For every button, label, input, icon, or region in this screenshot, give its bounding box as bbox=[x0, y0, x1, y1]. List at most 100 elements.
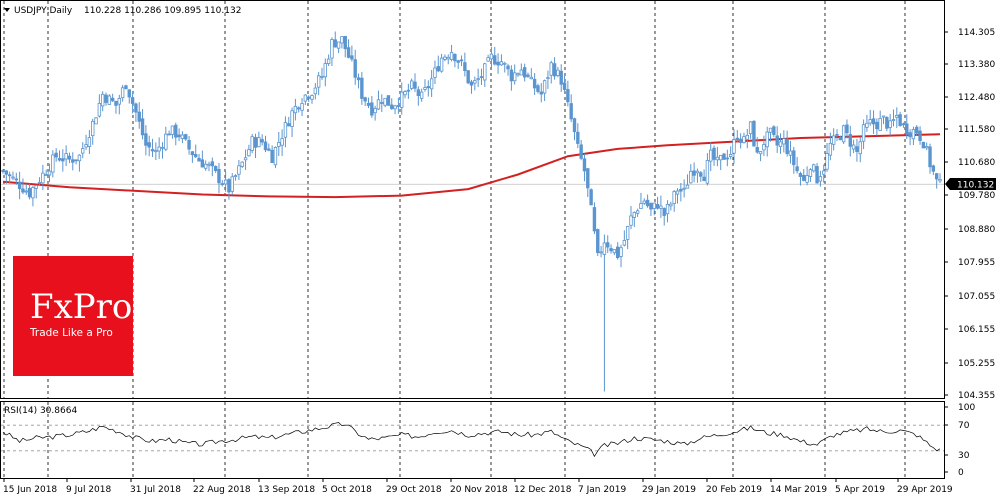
candle-body bbox=[689, 170, 693, 184]
candle-body bbox=[54, 152, 58, 158]
candle-body bbox=[725, 157, 730, 160]
candle-body bbox=[845, 124, 849, 134]
candle-body bbox=[57, 158, 62, 161]
rsi-tick-label: 0 bbox=[958, 468, 964, 478]
candle-body bbox=[200, 159, 205, 168]
candle-body bbox=[885, 117, 889, 129]
candle-body bbox=[7, 174, 12, 177]
time-tick-label: 9 Jul 2018 bbox=[66, 485, 111, 495]
candle-body bbox=[536, 85, 540, 92]
candle-body bbox=[393, 105, 397, 110]
candle-body bbox=[835, 134, 839, 136]
candle-body bbox=[911, 129, 916, 140]
candle-body bbox=[343, 35, 347, 50]
candle-body bbox=[642, 200, 646, 204]
candle-body bbox=[190, 151, 195, 156]
candle-body bbox=[413, 81, 417, 89]
candle-body bbox=[772, 126, 776, 135]
candle-body bbox=[439, 57, 444, 72]
candle-body bbox=[223, 179, 228, 185]
candle-body bbox=[519, 69, 524, 76]
candle-body bbox=[496, 61, 500, 66]
candle-body bbox=[682, 187, 686, 190]
rsi-axis: 100 70 30 0 bbox=[944, 403, 975, 478]
candle-body bbox=[400, 91, 404, 108]
candle-body bbox=[177, 134, 181, 138]
candle-body bbox=[316, 75, 321, 88]
candle-body bbox=[755, 147, 759, 153]
candle-body bbox=[466, 70, 470, 84]
time-axis: 15 Jun 2018 9 Jul 2018 31 Jul 2018 22 Aug 2… bbox=[3, 478, 953, 495]
candle-body bbox=[908, 132, 912, 138]
candle-body bbox=[629, 215, 633, 226]
candle-body bbox=[476, 78, 480, 81]
candle-body bbox=[758, 151, 763, 155]
candle-body bbox=[586, 168, 590, 189]
candle-body bbox=[576, 131, 580, 144]
candle-body bbox=[562, 82, 567, 90]
candle-body bbox=[655, 203, 660, 209]
candle-body bbox=[542, 80, 547, 94]
candle-body bbox=[905, 123, 909, 135]
candle-body bbox=[459, 59, 464, 62]
candle-body bbox=[250, 136, 254, 151]
price-candles bbox=[1, 31, 942, 392]
price-tick-label: 105.255 bbox=[958, 359, 995, 369]
candle-body bbox=[366, 102, 371, 106]
candle-body bbox=[639, 203, 643, 210]
candle-body bbox=[719, 155, 723, 161]
candle-body bbox=[486, 57, 490, 62]
candle-body bbox=[184, 134, 188, 140]
candle-body bbox=[609, 248, 613, 252]
candle-body bbox=[134, 103, 138, 113]
candle-body bbox=[722, 153, 726, 160]
candle-body bbox=[1, 170, 5, 172]
candle-body bbox=[526, 74, 530, 77]
candle-body bbox=[326, 58, 331, 64]
candle-body bbox=[765, 131, 769, 148]
candle-body bbox=[559, 70, 563, 85]
candle-body bbox=[868, 119, 872, 124]
price-tick-label: 107.955 bbox=[958, 258, 995, 268]
candle-body bbox=[260, 139, 264, 143]
rsi-line-path bbox=[2, 422, 941, 458]
candle-body bbox=[147, 142, 151, 148]
candle-body bbox=[875, 121, 879, 130]
candle-body bbox=[160, 146, 165, 149]
candle-body bbox=[37, 181, 42, 184]
candle-body bbox=[735, 137, 740, 140]
time-tick-label: 29 Oct 2018 bbox=[386, 485, 442, 495]
candle-body bbox=[270, 149, 274, 164]
candle-body bbox=[579, 144, 583, 159]
candle-body bbox=[41, 172, 45, 184]
candle-body bbox=[137, 111, 141, 122]
menu-triangle-icon[interactable] bbox=[4, 8, 10, 12]
candle-body bbox=[313, 87, 318, 95]
candle-body bbox=[592, 207, 597, 232]
candle-body bbox=[330, 39, 334, 59]
candle-body bbox=[140, 118, 145, 136]
candle-body bbox=[778, 141, 783, 147]
candle-body bbox=[699, 172, 703, 177]
candle-body bbox=[293, 105, 298, 114]
candle-body bbox=[649, 202, 653, 210]
candle-body bbox=[97, 103, 102, 117]
price-axis: 114.305 113.380 112.480 111.580 110.680 109.7… bbox=[944, 28, 995, 401]
candle-body bbox=[110, 97, 115, 102]
candle-body bbox=[390, 104, 394, 110]
candle-body bbox=[350, 55, 354, 60]
candle-body bbox=[782, 138, 786, 145]
candle-body bbox=[210, 161, 215, 167]
candle-body bbox=[861, 124, 866, 142]
price-tick-label: 112.480 bbox=[958, 93, 995, 103]
candle-body bbox=[220, 183, 224, 186]
rsi-tick-label: 30 bbox=[958, 451, 970, 461]
candle-body bbox=[67, 155, 72, 160]
candle-body bbox=[679, 188, 683, 192]
candle-body bbox=[918, 130, 922, 141]
candle-body bbox=[154, 150, 158, 153]
candle-body bbox=[263, 141, 268, 151]
candle-body bbox=[31, 187, 35, 199]
candle-body bbox=[353, 59, 357, 78]
candle-body bbox=[423, 87, 427, 90]
